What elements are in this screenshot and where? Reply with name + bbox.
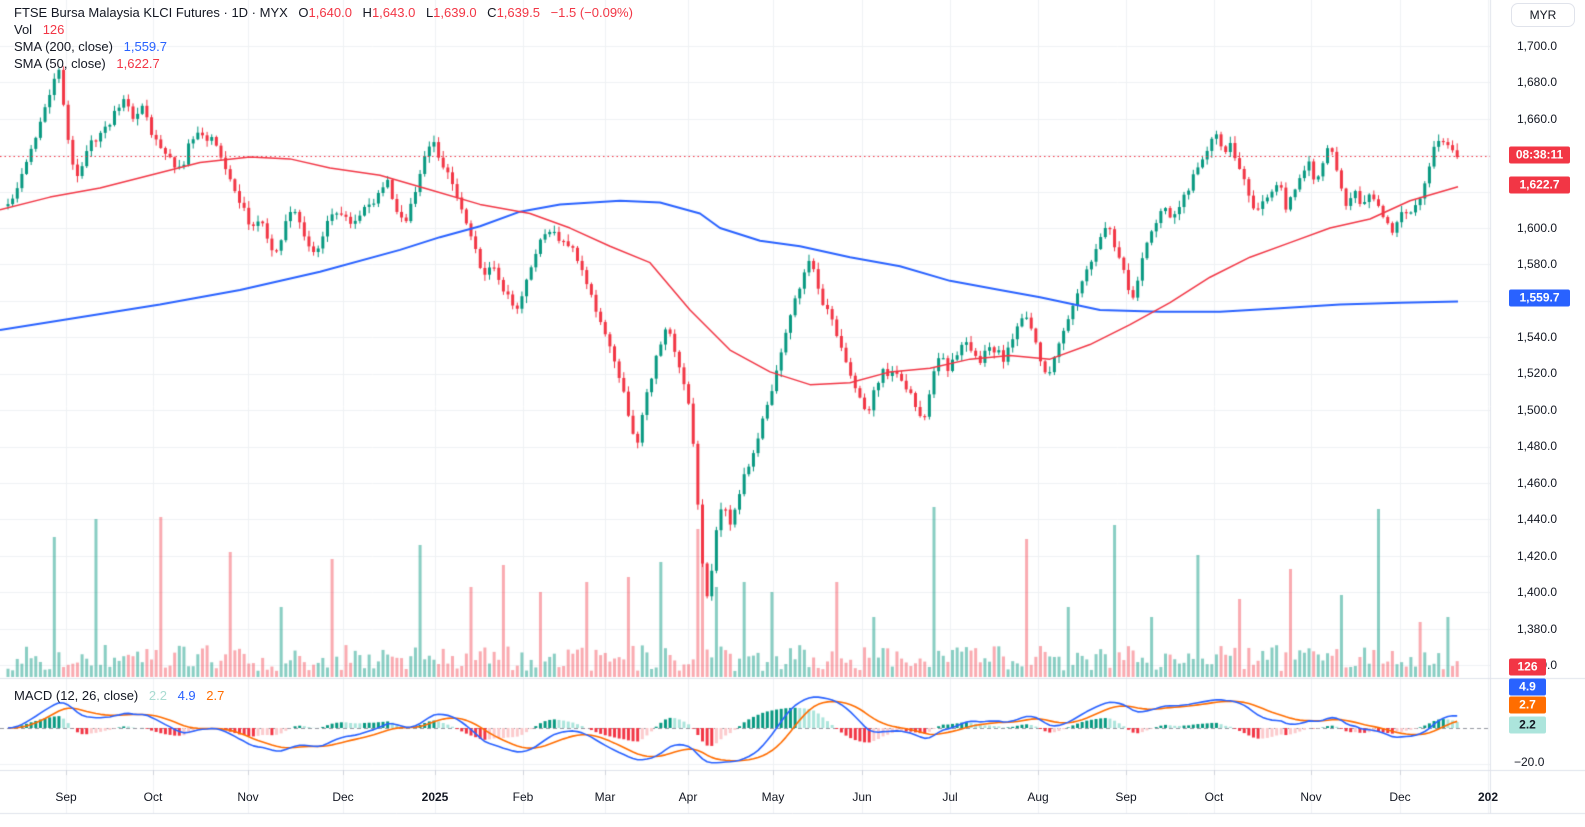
volume-legend-row[interactable]: Vol 126 — [14, 21, 633, 38]
symbol-title-row[interactable]: FTSE Bursa Malaysia KLCI Futures · 1D · … — [14, 4, 633, 21]
ohlc-open-label: O — [298, 5, 309, 20]
symbol-legend: FTSE Bursa Malaysia KLCI Futures · 1D · … — [14, 4, 633, 72]
price-tick-label: 1,420.0 — [1517, 549, 1558, 563]
macd-line-badge: 4.9 — [1509, 678, 1546, 696]
macd-low-label: −20.0 — [1514, 755, 1545, 769]
ohlc-high-label: H — [362, 5, 372, 20]
month-label: Nov — [237, 790, 259, 804]
partial-year-label: 202 — [1477, 790, 1499, 804]
price-tick-label: 1,660.0 — [1517, 112, 1558, 126]
price-tick-label: 1,600.0 — [1517, 221, 1558, 235]
ohlc-open-value: 1,640.0 — [308, 5, 352, 20]
month-label: Feb — [512, 790, 534, 804]
price-tick-label: 1,380.0 — [1517, 622, 1558, 636]
ohlc-close-label: C — [487, 5, 497, 20]
symbol-title: FTSE Bursa Malaysia KLCI Futures · 1D · … — [14, 5, 288, 20]
price-tick-label: 1,700.0 — [1517, 39, 1558, 53]
sma50-label: SMA (50, close) — [14, 56, 106, 71]
sma200-label: SMA (200, close) — [14, 39, 113, 54]
countdown-badge: 08:38:11 — [1509, 146, 1570, 164]
month-label: Dec — [1389, 790, 1411, 804]
month-label: Dec — [332, 790, 354, 804]
price-tick-label: 1,520.0 — [1517, 366, 1558, 380]
sma200-legend-row[interactable]: SMA (200, close) 1,559.7 — [14, 38, 633, 55]
signal-line-badge: 2.7 — [1509, 696, 1546, 714]
month-label: Apr — [678, 790, 698, 804]
month-label: Sep — [55, 790, 77, 804]
month-label: Mar — [594, 790, 616, 804]
price-tick-label: 1,500.0 — [1517, 403, 1558, 417]
sma50-price-badge: 1,622.7 — [1509, 176, 1570, 194]
month-label: Oct — [1204, 790, 1224, 804]
month-label: Jun — [852, 790, 872, 804]
price-tick-label: 1,480.0 — [1517, 439, 1558, 453]
price-tick-label: 1,680.0 — [1517, 75, 1558, 89]
sma200-value: 1,559.7 — [123, 39, 167, 54]
ohlc-low-label: L — [425, 5, 434, 20]
price-tick-label: 1,580.0 — [1517, 257, 1558, 271]
macd-hist-value: 2.2 — [148, 688, 167, 703]
sma200-price-badge: 1,559.7 — [1509, 289, 1570, 307]
month-label: May — [761, 790, 785, 804]
month-label: Oct — [143, 790, 163, 804]
ohlc-high-value: 1,643.0 — [371, 5, 416, 20]
histogram-badge: 2.2 — [1509, 716, 1546, 734]
month-label: Aug — [1027, 790, 1049, 804]
ohlc-low-value: 1,639.0 — [433, 5, 477, 20]
ohlc-close-value: 1,639.5 — [496, 5, 540, 20]
sma50-value: 1,622.7 — [116, 56, 160, 71]
month-label: Nov — [1300, 790, 1322, 804]
price-tick-label: 1,440.0 — [1517, 512, 1558, 526]
price-tick-label: 1,400.0 — [1517, 585, 1558, 599]
volume-label: Vol — [14, 22, 33, 37]
price-tick-label: 1,460.0 — [1517, 476, 1558, 490]
month-label: Jul — [942, 790, 958, 804]
volume-badge: 126 — [1509, 658, 1546, 676]
macd-label: MACD (12, 26, close) — [14, 688, 139, 703]
month-label: Sep — [1115, 790, 1137, 804]
price-tick-label: 1,540.0 — [1517, 330, 1558, 344]
currency-button[interactable]: MYR — [1511, 3, 1575, 27]
change-value: −1.5 (−0.09%) — [550, 5, 633, 20]
macd-line-value: 4.9 — [177, 688, 196, 703]
macd-legend-row[interactable]: MACD (12, 26, close) 2.2 4.9 2.7 — [14, 688, 224, 703]
sma50-legend-row[interactable]: SMA (50, close) 1,622.7 — [14, 55, 633, 72]
volume-value: 126 — [42, 22, 65, 37]
macd-signal-value: 2.7 — [206, 688, 225, 703]
month-label: 2025 — [421, 790, 449, 804]
